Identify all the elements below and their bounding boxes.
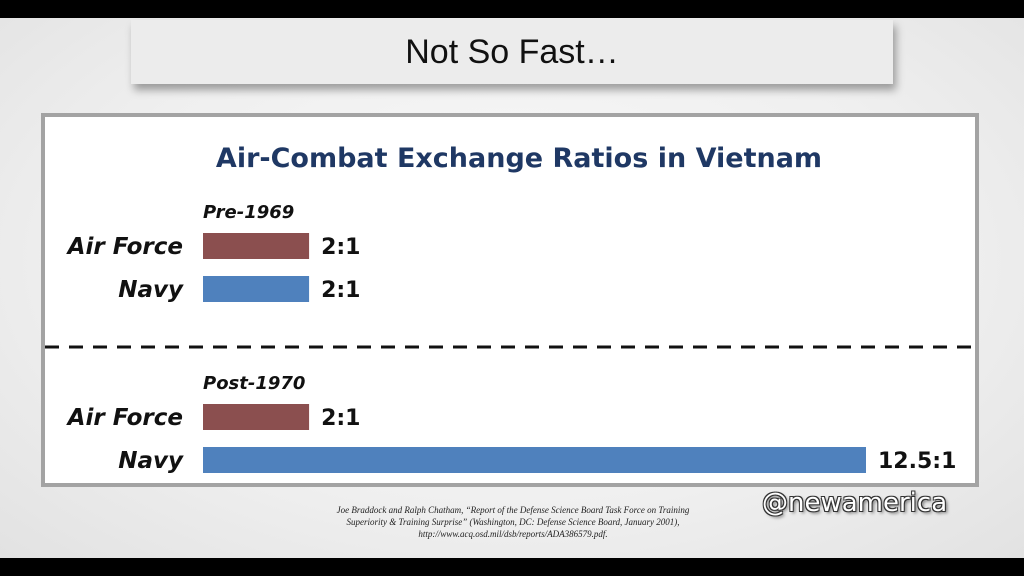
slide-title-box: Not So Fast… [131, 20, 893, 84]
group-label: Pre-1969 [203, 202, 294, 223]
slide: Not So Fast… Air-Combat Exchange Ratios … [0, 18, 1024, 558]
data-label: 2:1 [321, 406, 360, 431]
slide-title: Not So Fast… [405, 32, 619, 71]
bar [203, 447, 866, 473]
group-label: Post-1970 [203, 373, 305, 394]
category-label: Navy [118, 448, 184, 474]
data-label: 12.5:1 [878, 449, 956, 474]
data-label: 2:1 [321, 235, 360, 260]
citation-line: Joe Braddock and Ralph Chatham, “Report … [336, 505, 690, 515]
bar-chart: Air-Combat Exchange Ratios in Vietnam Pre… [45, 143, 975, 474]
bar [203, 404, 310, 430]
category-label: Air Force [66, 405, 183, 431]
chart-frame: Air-Combat Exchange Ratios in Vietnam Pre… [41, 113, 979, 487]
data-label: 2:1 [321, 278, 360, 303]
watermark: @newamerica [762, 488, 948, 518]
category-label: Air Force [66, 234, 183, 260]
citation: Joe Braddock and Ralph Chatham, “Report … [258, 504, 768, 540]
bar [203, 233, 310, 259]
chart-title: Air-Combat Exchange Ratios in Vietnam [216, 143, 822, 174]
bar [203, 276, 310, 302]
category-label: Navy [118, 277, 184, 303]
citation-line: Superiority & Training Surprise” (Washin… [346, 517, 680, 527]
citation-url[interactable]: http://www.acq.osd.mil/dsb/reports/ADA38… [418, 529, 608, 539]
